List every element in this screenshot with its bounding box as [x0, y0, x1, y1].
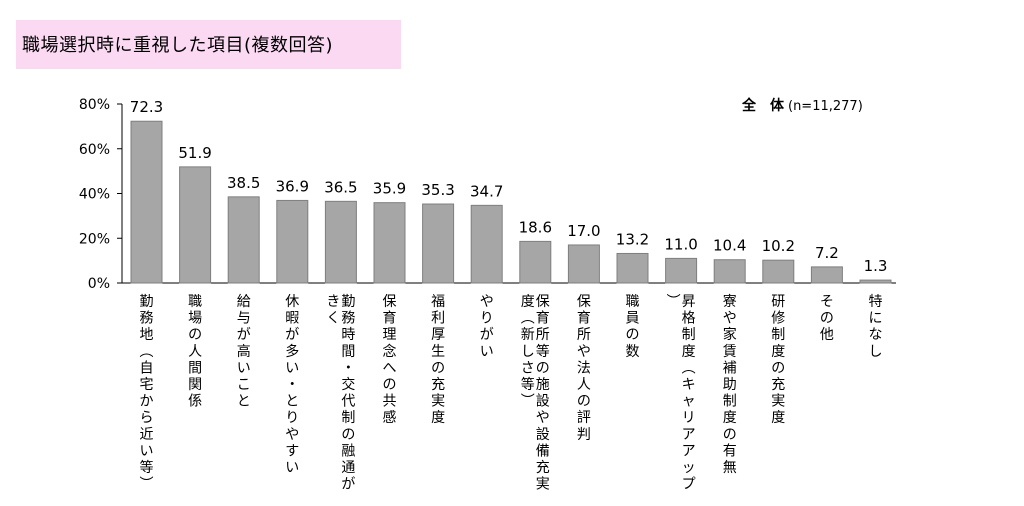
value-label: 10.2 — [762, 237, 795, 255]
category-label: 保育所等の施設や設備充実度︵新しさ等︶ — [521, 294, 550, 493]
category-label: 特になし — [869, 294, 883, 360]
category-label: 研修制度の充実度 — [771, 294, 785, 426]
bar — [665, 257, 698, 284]
category-labels: 勤務地︵自宅から近い等︶ 職場の人間関係 給与が高いこと 休暇が多い・とりやすい 勤務時… — [140, 293, 883, 493]
category-label: 休暇が多い・とりやすい — [285, 294, 299, 476]
y-tick-label: 60% — [79, 142, 110, 158]
bar — [276, 199, 309, 284]
category-label: やりがい — [480, 294, 494, 360]
bar — [130, 120, 163, 284]
category-label: 福利厚生の充実度 — [431, 294, 445, 426]
category-label: 職員の数 — [626, 294, 640, 360]
y-tick-label: 20% — [79, 231, 110, 247]
value-label: 35.3 — [421, 181, 454, 199]
bar — [713, 259, 746, 284]
bar — [179, 166, 212, 284]
legend: 全 体 (n=11,277) — [741, 97, 863, 114]
value-label: 13.2 — [616, 230, 649, 248]
value-label: 17.0 — [567, 222, 600, 240]
bar — [519, 240, 552, 284]
category-label: 給与が高いこと — [237, 294, 251, 410]
value-label: 10.4 — [713, 237, 746, 255]
value-label: 35.9 — [373, 180, 406, 198]
value-label: 11.0 — [664, 235, 697, 253]
bar — [859, 279, 892, 284]
value-label: 38.5 — [227, 174, 260, 192]
y-tick-label: 0% — [88, 276, 110, 292]
bar — [373, 202, 406, 284]
legend-label: 全 体 — [741, 97, 785, 114]
category-label: 昇格制度︵キャリアアップ︶ — [667, 294, 696, 493]
category-label: 勤務地︵自宅から近い等︶ — [140, 294, 154, 493]
chart-title: 職場選択時に重視した項目(複数回答) — [22, 35, 334, 56]
value-label: 36.9 — [276, 177, 309, 195]
y-tick-label: 40% — [79, 187, 110, 203]
value-label: 7.2 — [815, 244, 839, 262]
title-box — [16, 20, 401, 69]
value-label: 36.5 — [324, 178, 357, 196]
category-label: 保育所や法人の評判 — [577, 294, 591, 443]
bar — [762, 259, 795, 284]
category-label: 職場の人間関係 — [188, 294, 202, 410]
category-label: 保育理念への共感 — [383, 294, 397, 426]
bars — [130, 120, 892, 284]
value-label: 1.3 — [864, 257, 888, 275]
bar — [810, 266, 843, 284]
legend-note: (n=11,277) — [788, 99, 863, 114]
value-label: 72.3 — [130, 98, 163, 116]
bar — [227, 196, 260, 284]
category-label: その他 — [820, 294, 834, 343]
value-label: 18.6 — [519, 218, 552, 236]
value-label: 34.7 — [470, 182, 503, 200]
bar — [422, 203, 455, 284]
y-tick-label: 80% — [79, 97, 110, 113]
category-label: 勤務時間・交代制の融通がきく — [326, 294, 355, 493]
bar — [324, 200, 357, 284]
category-label: 寮や家賃補助制度の有無 — [723, 293, 737, 476]
bar — [616, 252, 649, 284]
value-labels: 72.3 51.9 38.5 36.9 36.5 35.9 35.3 34.7 18.6 17.0… — [130, 98, 888, 275]
bar — [567, 244, 600, 284]
value-label: 51.9 — [178, 144, 211, 162]
bar — [470, 204, 503, 284]
